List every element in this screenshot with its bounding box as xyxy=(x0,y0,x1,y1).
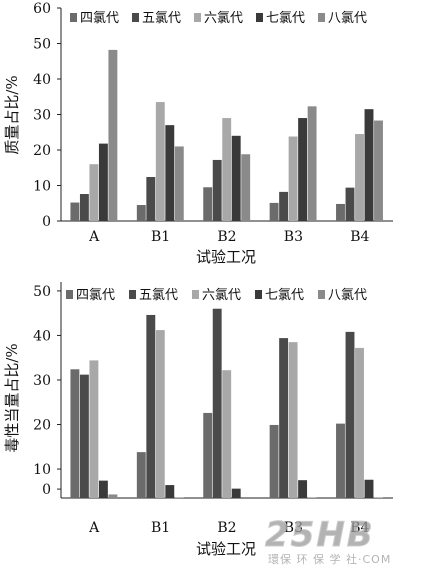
bar-B4-series-1 xyxy=(336,423,345,498)
x-tick-label: B3 xyxy=(284,520,303,536)
bar-B1-series-1 xyxy=(136,205,146,221)
watermark-logo: 25HB xyxy=(265,515,375,555)
bar-B1-series-4 xyxy=(165,125,175,221)
bar-B3-series-1 xyxy=(269,424,279,498)
watermark: 25HB 環保 环 保 学 社·COM xyxy=(265,515,391,567)
watermark-text: 環保 环 保 学 社·COM xyxy=(268,552,391,566)
legend-label: 四氯代 xyxy=(80,11,119,26)
legend-swatch xyxy=(318,13,325,22)
bar-B2-series-1 xyxy=(203,187,213,221)
x-tick-label: B4 xyxy=(350,229,369,245)
bar-B3-series-3 xyxy=(288,342,298,498)
y-tick-label: 10 xyxy=(33,462,51,478)
bar-B1-series-4 xyxy=(165,485,175,498)
bar-A-series-3 xyxy=(89,360,99,498)
bar-B3-series-3 xyxy=(288,136,298,221)
bar-B2-series-2 xyxy=(212,159,222,221)
y-tick-label: 20 xyxy=(33,143,51,159)
bar-B4-series-3 xyxy=(355,347,364,498)
y-tick-label: 30 xyxy=(33,108,51,124)
y-tick-label: 0 xyxy=(42,214,51,230)
bar-B2-series-1 xyxy=(203,412,213,498)
chart1-x-axis-label: 试验工况 xyxy=(196,248,256,266)
bar-A-series-2 xyxy=(79,194,89,221)
y-tick-label: 10 xyxy=(33,179,51,195)
bar-B1-series-2 xyxy=(146,176,156,221)
legend-swatch xyxy=(194,13,201,22)
y-tick-label: 40 xyxy=(33,328,51,344)
bar-B1-series-2 xyxy=(146,314,156,498)
bar-B3-series-2 xyxy=(279,191,289,221)
y-tick-label: 0 xyxy=(42,482,51,498)
y-tick-label: 50 xyxy=(33,284,51,300)
legend-swatch xyxy=(256,13,263,22)
bar-B3-series-5 xyxy=(307,106,317,221)
bar-A-series-1 xyxy=(70,202,80,221)
bar-B3-series-4 xyxy=(298,480,308,498)
y-tick-label: 30 xyxy=(33,373,51,389)
bar-B1-series-1 xyxy=(136,452,146,498)
chart1-y-axis-label: 质量占比/% xyxy=(3,75,21,154)
y-tick-label: 60 xyxy=(33,1,51,17)
bar-B2-series-2 xyxy=(212,308,222,498)
x-tick-label: A xyxy=(88,520,100,536)
bar-A-series-5 xyxy=(108,494,118,498)
bar-B4-series-4 xyxy=(364,109,374,221)
x-tick-label: B2 xyxy=(217,229,236,245)
x-tick-label: A xyxy=(88,229,100,245)
bar-B4-series-2 xyxy=(345,187,355,221)
legend-swatch xyxy=(192,290,199,299)
legend-label: 六氯代 xyxy=(204,11,243,26)
x-tick-label: B2 xyxy=(217,520,236,536)
y-tick-label: 20 xyxy=(33,418,51,434)
bar-B1-series-5 xyxy=(174,146,184,221)
bar-A-series-4 xyxy=(98,143,108,221)
x-tick-label: B1 xyxy=(151,229,170,245)
bar-B2-series-4 xyxy=(231,135,241,221)
bar-A-series-5 xyxy=(108,49,118,221)
chart2-y-axis-label: 毒性当量占比/% xyxy=(3,343,21,452)
y-tick-label: 40 xyxy=(33,72,51,88)
bar-B1-series-3 xyxy=(155,102,165,221)
bar-B3-series-2 xyxy=(279,338,289,498)
legend-label: 四氯代 xyxy=(76,288,115,303)
legend-swatch xyxy=(132,13,139,22)
legend-swatch xyxy=(70,13,77,22)
legend-label: 八氯代 xyxy=(328,288,367,303)
bar-B2-series-4 xyxy=(231,488,241,498)
legend-label: 七氯代 xyxy=(265,288,304,303)
x-tick-label: B3 xyxy=(284,229,303,245)
bar-B3-series-4 xyxy=(298,118,308,221)
bar-B4-series-5 xyxy=(374,120,383,221)
bar-B2-series-3 xyxy=(222,118,232,221)
bar-B4-series-3 xyxy=(355,134,364,221)
chart-2: 50 40 30 20 10 0 A B1 B2 B3 B4 四氯代 五氯代 六氯代 七氯代 八氯代 试验… xyxy=(3,282,393,558)
legend-label: 五氯代 xyxy=(139,288,178,303)
legend-swatch xyxy=(129,290,136,299)
bar-B4-series-1 xyxy=(336,203,345,221)
legend-swatch xyxy=(318,290,325,299)
bar-A-series-3 xyxy=(89,164,99,221)
legend-label: 六氯代 xyxy=(202,288,241,303)
legend-swatch xyxy=(66,290,73,299)
bar-B3-series-1 xyxy=(269,202,279,221)
bar-B2-series-3 xyxy=(222,370,232,498)
legend-swatch xyxy=(255,290,262,299)
y-tick-label: 50 xyxy=(33,37,51,53)
x-tick-label: B1 xyxy=(151,520,170,536)
bar-A-series-2 xyxy=(79,374,89,498)
bar-B2-series-5 xyxy=(241,154,251,221)
chart2-x-axis-label: 试验工况 xyxy=(196,540,256,558)
legend-label: 五氯代 xyxy=(142,11,181,26)
bar-A-series-1 xyxy=(70,369,80,498)
legend-label: 七氯代 xyxy=(266,11,305,26)
bar-B4-series-2 xyxy=(345,331,355,498)
legend-label: 八氯代 xyxy=(328,11,367,26)
bar-B4-series-4 xyxy=(364,479,374,498)
bar-B1-series-3 xyxy=(155,330,165,498)
bar-A-series-4 xyxy=(98,480,108,498)
x-tick-label: B4 xyxy=(350,520,369,536)
